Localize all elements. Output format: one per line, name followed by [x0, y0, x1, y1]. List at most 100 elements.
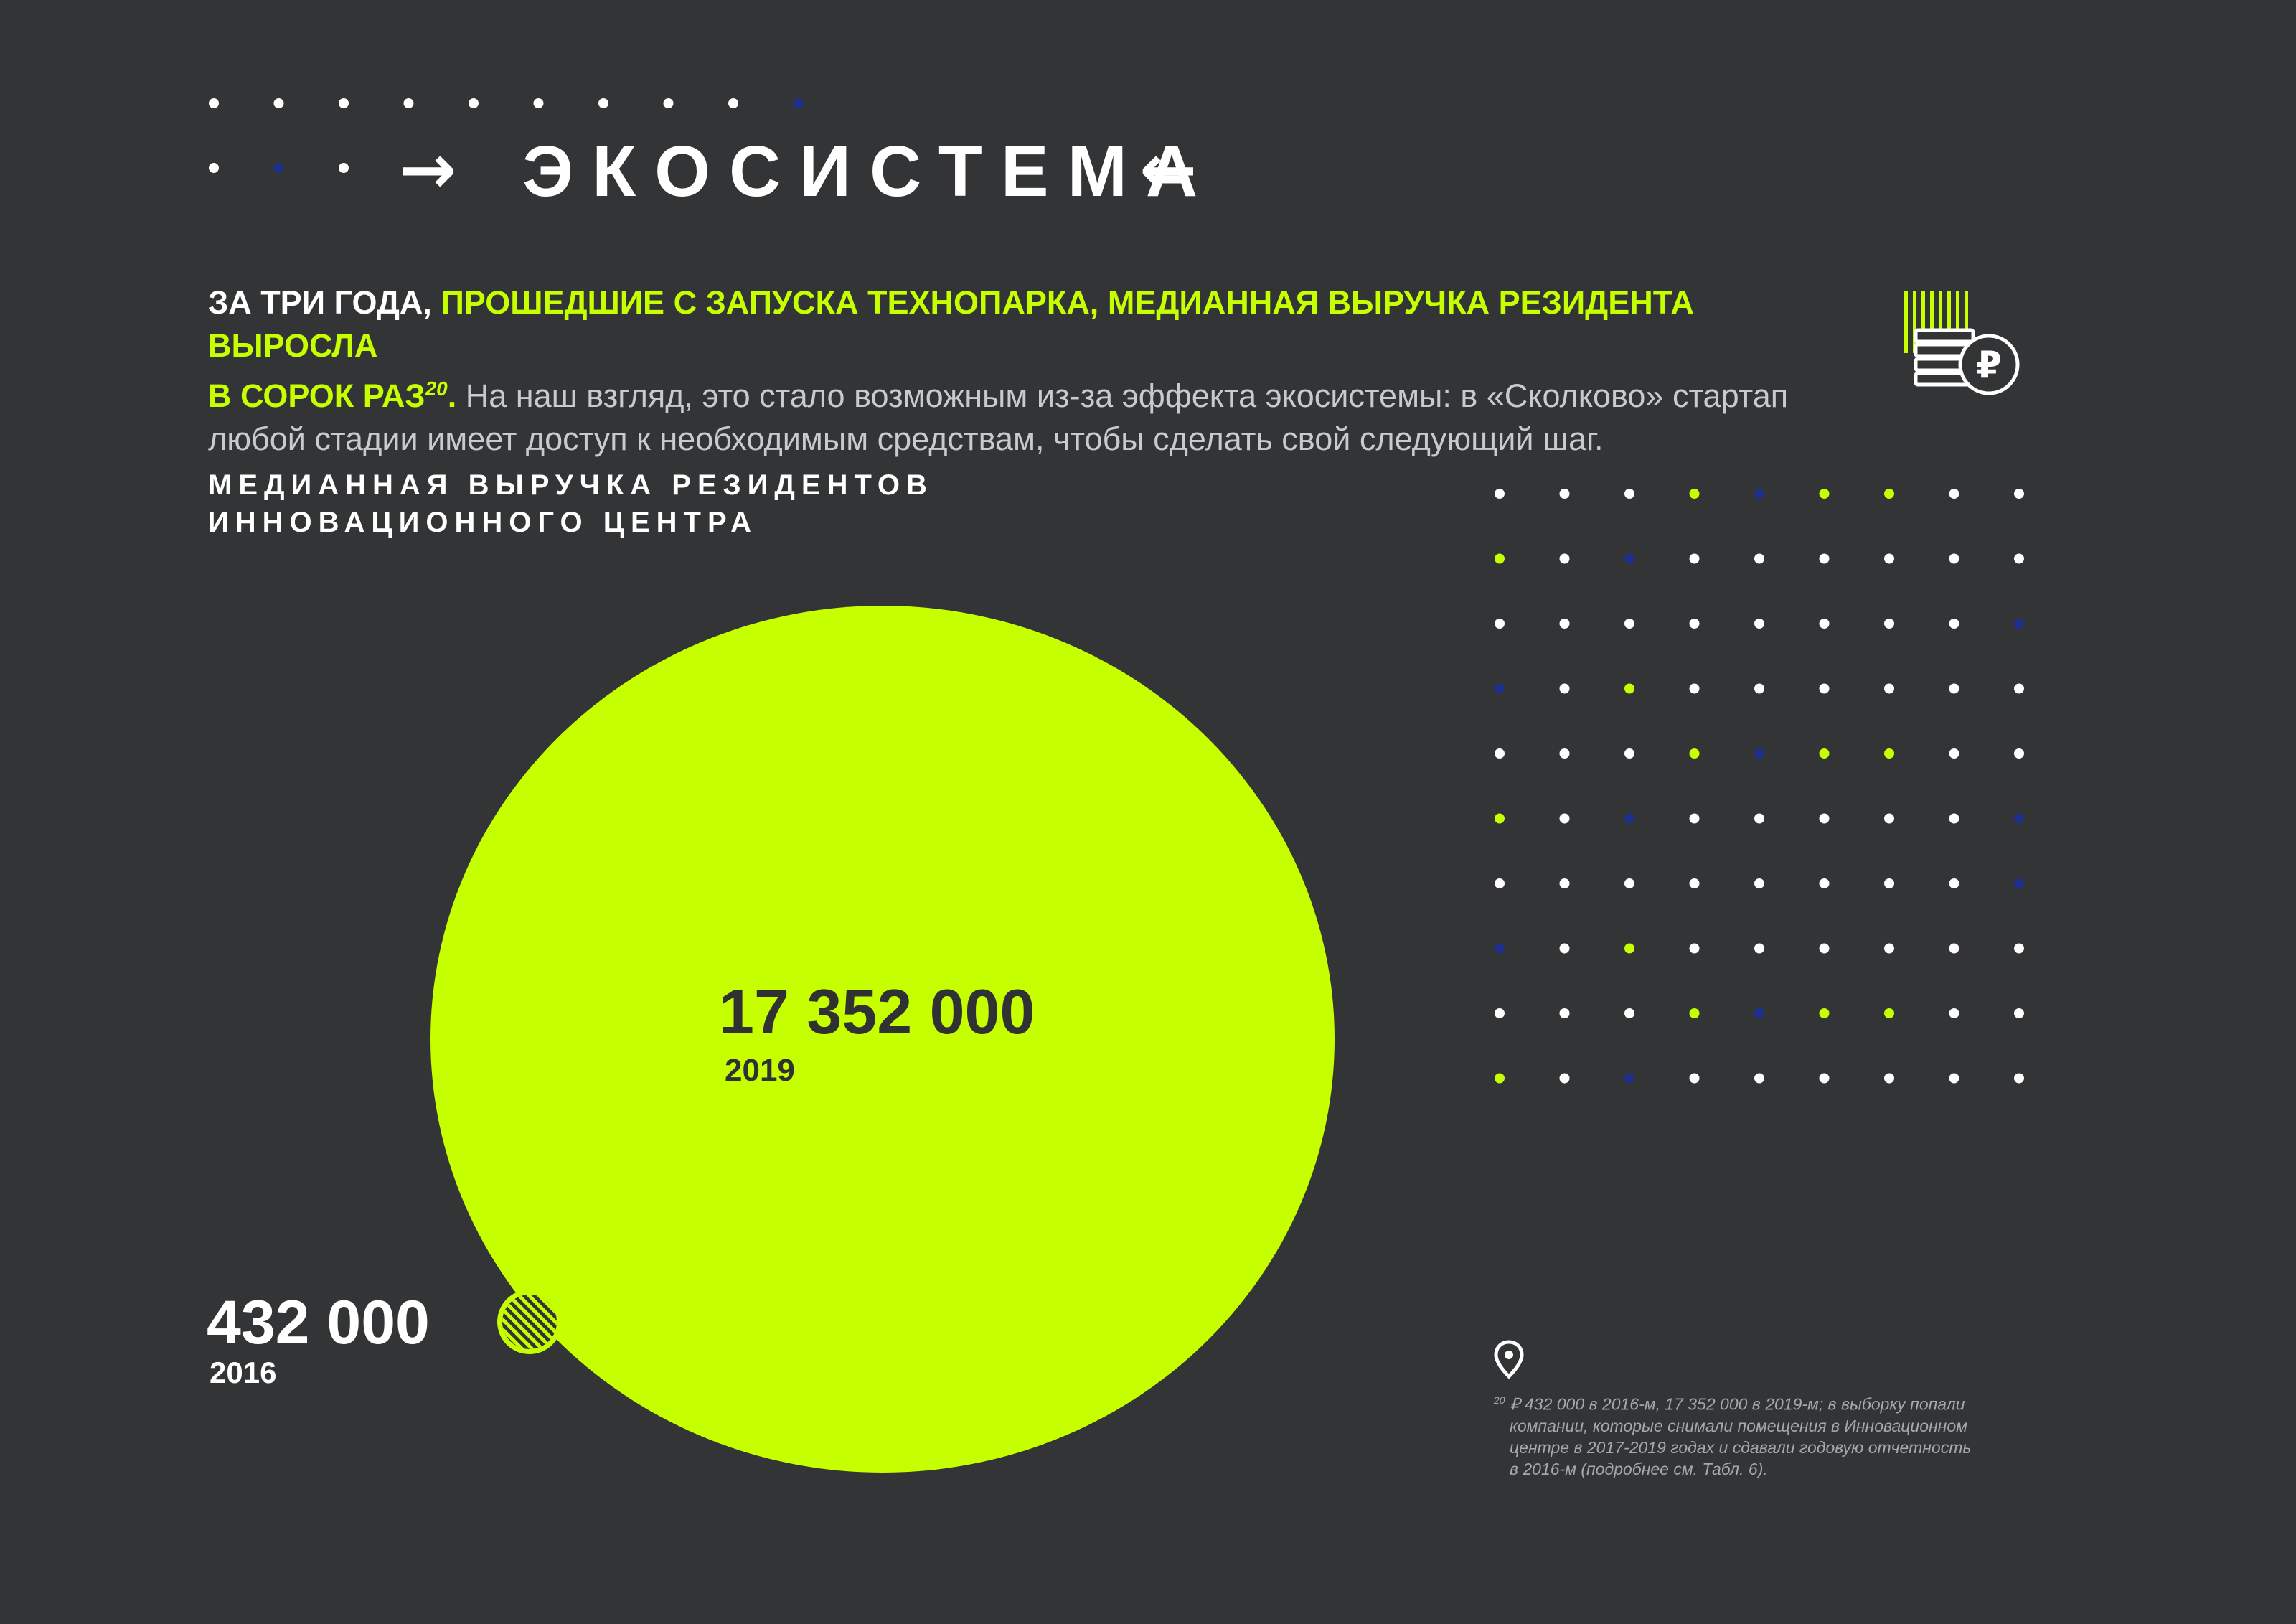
decor-dot	[793, 98, 804, 108]
decor-dot	[1559, 1008, 1570, 1018]
decor-dot	[1689, 489, 1700, 499]
footnote-text: ₽ 432 000 в 2016-м, 17 352 000 в 2019-м;…	[1509, 1394, 1965, 1414]
decor-dot	[1624, 1073, 1634, 1084]
decor-dot	[1819, 943, 1830, 954]
decor-dot	[1689, 878, 1700, 888]
decor-dot	[1624, 489, 1634, 499]
ruble-coins-icon: ₽	[1904, 291, 2020, 395]
decor-dot	[1949, 1008, 1959, 1018]
decor-dot	[1754, 489, 1764, 499]
year-label-2019: 2019	[725, 1053, 795, 1088]
decor-dot	[403, 98, 414, 108]
decor-dot	[1559, 553, 1570, 564]
decor-dot	[2014, 878, 2024, 888]
decor-dot	[273, 98, 284, 108]
intro-paragraph: ЗА ТРИ ГОДА, ПРОШЕДШИЕ С ЗАПУСКА ТЕХНОПА…	[208, 281, 1858, 461]
decor-dot	[1495, 619, 1505, 629]
decor-dot	[728, 98, 738, 108]
decor-dot	[1624, 1008, 1634, 1018]
decor-dot	[1884, 1073, 1894, 1084]
decor-dot	[1949, 683, 1959, 694]
decor-dot	[1689, 619, 1700, 629]
decor-dot	[2014, 683, 2024, 694]
decor-dot	[2014, 943, 2024, 954]
intro-lead: ЗА ТРИ ГОДА,	[208, 284, 441, 321]
decor-dot	[663, 98, 674, 108]
decor-dot	[1495, 813, 1505, 824]
decor-dot	[1884, 683, 1894, 694]
bubble-2016	[497, 1290, 562, 1354]
decor-dot	[1884, 619, 1894, 629]
decor-dot	[1754, 1008, 1764, 1018]
decor-dot	[1949, 1073, 1959, 1084]
decor-dot	[1949, 878, 1959, 888]
chart-title: МЕДИАННАЯ ВЫРУЧКА РЕЗИДЕНТОВ ИННОВАЦИОНН…	[208, 469, 933, 538]
decor-dot	[1689, 553, 1700, 564]
decor-dot	[1819, 748, 1830, 759]
decor-dot	[1819, 813, 1830, 824]
location-pin-icon	[1494, 1340, 1524, 1379]
decor-dot	[1559, 1073, 1570, 1084]
decor-dot	[1949, 619, 1959, 629]
decor-dot	[1689, 1008, 1700, 1018]
decor-dot	[2014, 619, 2024, 629]
arrow-right-icon: →	[399, 129, 457, 210]
decor-dot	[1754, 619, 1764, 629]
decor-dot	[2014, 553, 2024, 564]
decor-dot	[1624, 943, 1634, 954]
value-label-2016: 432 000	[207, 1288, 430, 1357]
decor-dot	[1819, 619, 1830, 629]
decor-dot	[1949, 813, 1959, 824]
decor-dot	[1559, 878, 1570, 888]
intro-highlight: ПРОШЕДШИЕ С ЗАПУСКА ТЕХНОПАРКА, МЕДИАННА…	[208, 284, 1694, 364]
decor-dot	[1754, 878, 1764, 888]
decor-dot	[339, 163, 349, 173]
decor-dot	[2014, 1073, 2024, 1084]
decor-dot	[598, 98, 608, 108]
decor-dot	[209, 98, 219, 108]
decor-dot	[1754, 1073, 1764, 1084]
footnote-line: центре в 2017-2019 годах и сдавали годов…	[1510, 1437, 1972, 1457]
decor-dot	[1559, 813, 1570, 824]
footnote-line: в 2016-м (подробнее см. Табл. 6).	[1510, 1459, 1768, 1478]
year-label-2016: 2016	[210, 1356, 277, 1389]
decor-dot	[1689, 1073, 1700, 1084]
decor-dot	[1624, 878, 1634, 888]
decor-dot	[1754, 553, 1764, 564]
footnote-line: компании, которые снимали помещения в Ин…	[1510, 1416, 1967, 1435]
intro-period: .	[447, 377, 457, 414]
decor-dot	[1884, 553, 1894, 564]
decor-dot	[1624, 683, 1634, 694]
decor-dot	[1624, 553, 1634, 564]
bubble-2019	[430, 606, 1335, 1473]
decor-dot	[1884, 1008, 1894, 1018]
decor-dot	[1624, 748, 1634, 759]
decor-dot	[1495, 1008, 1505, 1018]
decor-dot	[2014, 1008, 2024, 1018]
decor-dot	[1559, 748, 1570, 759]
decor-dot	[1559, 489, 1570, 499]
decor-dot	[339, 98, 349, 108]
page-title: ЭКОСИСТЕМА	[522, 131, 1217, 212]
decor-dot	[1949, 489, 1959, 499]
decor-dot	[1754, 813, 1764, 824]
decor-dot	[533, 98, 544, 108]
decor-dot	[1495, 489, 1505, 499]
decor-dot	[1884, 748, 1894, 759]
decor-dot	[1754, 748, 1764, 759]
decor-dot	[1949, 943, 1959, 954]
decor-dot	[1754, 943, 1764, 954]
decor-dot	[1559, 683, 1570, 694]
decor-dot	[1819, 1008, 1830, 1018]
decor-dot	[1689, 813, 1700, 824]
decor-dot	[1884, 813, 1894, 824]
decor-dot	[1884, 878, 1894, 888]
decor-dot	[2014, 813, 2024, 824]
decor-dot	[1884, 943, 1894, 954]
footnote: 20 ₽ 432 000 в 2016-м, 17 352 000 в 2019…	[1494, 1389, 2039, 1480]
decor-dot	[1495, 748, 1505, 759]
decor-dot	[1754, 683, 1764, 694]
header-dots-decoration	[209, 98, 804, 173]
decor-dot	[2014, 748, 2024, 759]
decor-dot	[1689, 683, 1700, 694]
